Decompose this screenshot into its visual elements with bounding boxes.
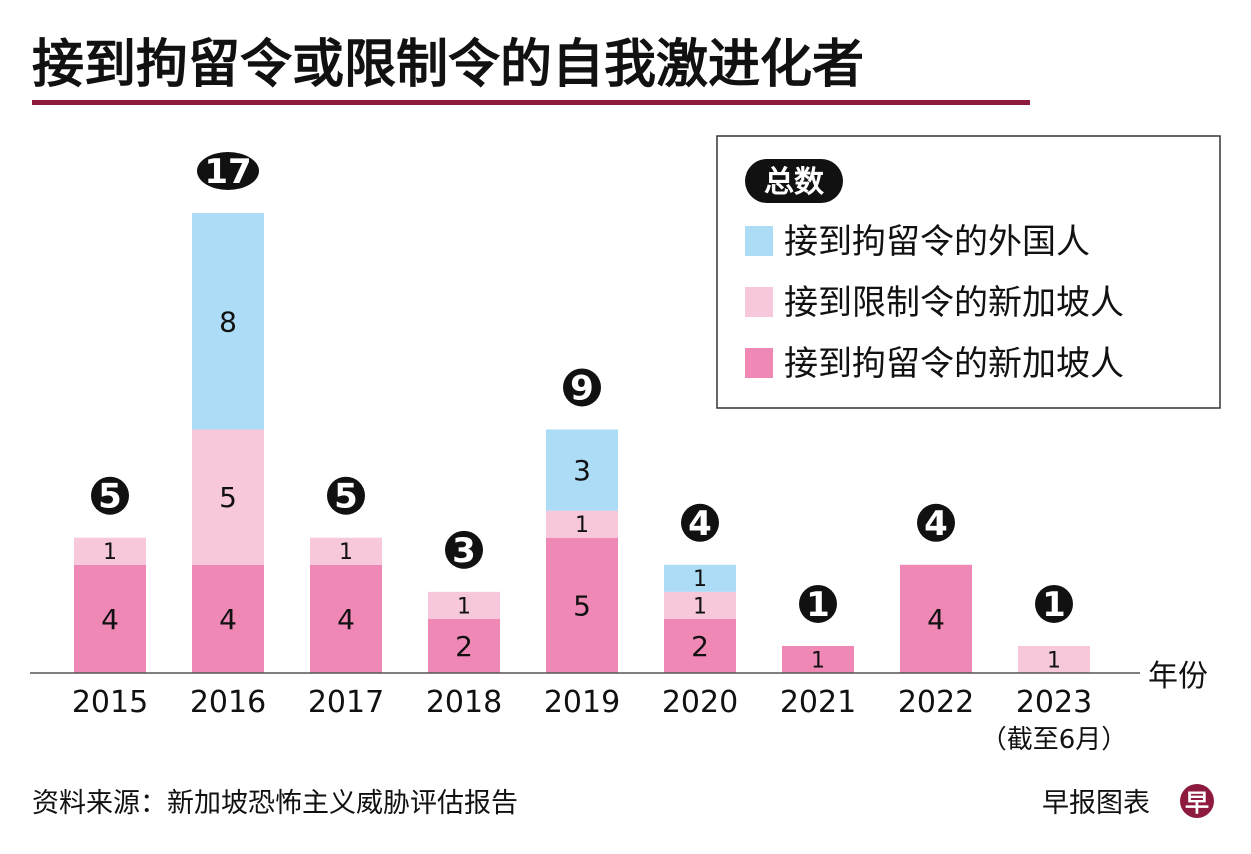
x-tick-label: 2017 xyxy=(308,685,384,720)
legend-label: 接到拘留令的外国人 xyxy=(784,222,1090,262)
data-label: 8 xyxy=(219,305,237,338)
data-label: 1 xyxy=(811,648,825,673)
legend-swatch xyxy=(745,287,773,317)
data-label: 1 xyxy=(103,540,117,565)
bar-segment xyxy=(428,591,500,619)
legend-title-badge xyxy=(745,159,843,203)
chart-title: 接到拘留令或限制令的自我激进化者 xyxy=(32,35,864,95)
bar-segment xyxy=(782,645,854,673)
data-label: 4 xyxy=(219,603,237,636)
bar-segment xyxy=(74,537,146,565)
total-badge xyxy=(1035,584,1073,623)
bar-segment xyxy=(1018,645,1090,673)
data-label: 1 xyxy=(339,540,353,565)
x-tick-note: （截至6月） xyxy=(981,725,1128,755)
total-badge xyxy=(445,530,483,569)
data-label: 1 xyxy=(693,594,707,619)
x-tick-label: 2021 xyxy=(780,685,856,720)
bar-segment xyxy=(546,510,618,538)
bars: 4 1 5 2015 4 5 8 17 2016 4 1 5 2017 2 1 3 2018 5 1 3 9 2019 2 1… xyxy=(72,152,1127,755)
legend-swatch xyxy=(745,226,773,256)
total-badge xyxy=(197,152,259,190)
data-label: 1 xyxy=(457,594,471,619)
bar-segment xyxy=(192,564,264,673)
total-badge xyxy=(917,503,955,542)
total-label: 4 xyxy=(924,504,948,544)
data-label: 2 xyxy=(691,630,709,663)
total-label: 4 xyxy=(688,504,712,544)
x-tick-label: 2016 xyxy=(190,685,266,720)
title-underline xyxy=(32,100,1030,105)
bar-segment xyxy=(546,429,618,511)
bar-segment xyxy=(74,564,146,673)
bar-segment xyxy=(310,564,382,673)
bar-segment xyxy=(310,537,382,565)
data-label: 5 xyxy=(573,589,591,622)
x-tick-label: 2023 xyxy=(1016,685,1092,720)
total-label: 17 xyxy=(204,152,251,192)
legend-swatch xyxy=(745,348,773,378)
data-label: 4 xyxy=(337,603,355,636)
bar-segment xyxy=(192,429,264,565)
total-label: 9 xyxy=(570,368,594,408)
data-label: 4 xyxy=(927,603,945,636)
total-label: 5 xyxy=(98,477,122,517)
bar-segment xyxy=(664,591,736,619)
x-tick-label: 2020 xyxy=(662,685,738,720)
total-label: 3 xyxy=(452,531,476,571)
credit-text: 早报图表 xyxy=(1042,788,1150,819)
x-tick-label: 2018 xyxy=(426,685,502,720)
zaobao-logo xyxy=(1180,784,1214,818)
bar-segment xyxy=(546,537,618,673)
data-label: 5 xyxy=(219,481,237,514)
bar-segment xyxy=(428,618,500,673)
total-label: 1 xyxy=(1042,585,1066,625)
total-badge xyxy=(563,368,601,407)
total-badge xyxy=(799,584,837,623)
data-label: 1 xyxy=(575,513,589,538)
data-label: 1 xyxy=(693,567,707,592)
legend-label: 接到限制令的新加坡人 xyxy=(784,283,1124,323)
bar-segment xyxy=(192,213,264,430)
x-axis-label: 年份 xyxy=(1148,659,1208,694)
bar-segment xyxy=(900,564,972,673)
source-text: 资料来源：新加坡恐怖主义威胁评估报告 xyxy=(32,788,518,819)
data-label: 3 xyxy=(573,454,591,487)
x-tick-label: 2022 xyxy=(898,685,974,720)
total-label: 1 xyxy=(806,585,830,625)
total-badge xyxy=(327,476,365,515)
data-label: 2 xyxy=(455,630,473,663)
data-label: 1 xyxy=(1047,648,1061,673)
legend-label: 接到拘留令的新加坡人 xyxy=(784,344,1124,384)
x-tick-label: 2015 xyxy=(72,685,148,720)
bar-segment xyxy=(664,564,736,592)
legend-title: 总数 xyxy=(764,165,825,200)
total-badge xyxy=(91,476,129,515)
x-tick-label: 2019 xyxy=(544,685,620,720)
total-label: 5 xyxy=(334,477,358,517)
data-label: 4 xyxy=(101,603,119,636)
total-badge xyxy=(681,503,719,542)
bar-segment xyxy=(664,618,736,673)
zaobao-logo-glyph: 早 xyxy=(1185,789,1209,817)
